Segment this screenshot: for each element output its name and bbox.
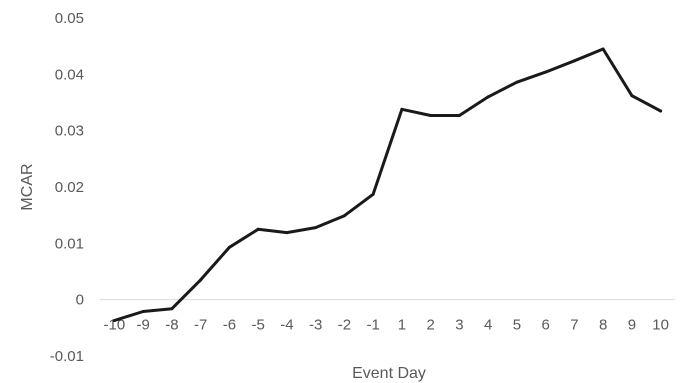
data-point: [457, 113, 461, 117]
x-tick-label: -10: [104, 317, 126, 334]
x-tick-label: 3: [455, 317, 463, 334]
data-point: [572, 59, 576, 63]
data-point: [170, 307, 174, 311]
y-axis-title: MCAR: [19, 163, 36, 210]
data-point: [601, 47, 605, 51]
x-tick-label: 10: [652, 317, 669, 334]
y-tick-label: 0.01: [55, 235, 84, 252]
data-point: [630, 94, 634, 98]
x-tick-label: -4: [280, 317, 293, 334]
x-tick-label: 7: [570, 317, 578, 334]
x-tick-label: -2: [338, 317, 351, 334]
x-tick-label: 8: [599, 317, 607, 334]
data-point: [400, 107, 404, 111]
x-tick-label: 6: [541, 317, 549, 334]
data-point: [659, 109, 663, 113]
y-tick-label: 0.05: [55, 10, 84, 27]
data-point: [515, 80, 519, 84]
data-point: [314, 226, 318, 230]
data-point: [486, 95, 490, 99]
x-tick-label: -9: [136, 317, 149, 334]
x-tick-label: 4: [484, 317, 492, 334]
x-tick-label: 2: [426, 317, 434, 334]
y-tick-label: -0.01: [50, 348, 84, 365]
series-line: [112, 47, 663, 322]
x-tick-label: -7: [194, 317, 207, 334]
x-axis-title: Event Day: [352, 365, 426, 382]
y-tick-label: 0: [76, 292, 84, 309]
x-tick-label: 5: [513, 317, 521, 334]
data-point: [112, 319, 116, 323]
y-axis-ticks: -0.01 0 0.01 0.02 0.03 0.04 0.05: [50, 10, 84, 365]
data-point: [544, 70, 548, 74]
x-tick-label: -1: [366, 317, 379, 334]
data-point: [256, 227, 260, 231]
series-points: [112, 47, 663, 323]
data-point: [227, 245, 231, 249]
y-tick-label: 0.04: [55, 66, 84, 83]
y-tick-label: 0.03: [55, 123, 84, 140]
data-point: [342, 214, 346, 218]
x-tick-label: -5: [251, 317, 264, 334]
x-tick-label: -8: [165, 317, 178, 334]
data-point: [371, 192, 375, 196]
x-axis-ticks: -10 -9 -8 -7 -6 -5 -4 -3 -2 -1 1 2 3 4 5 6 7 8 9 10: [104, 317, 669, 334]
x-tick-label: 9: [628, 317, 636, 334]
data-point: [429, 113, 433, 117]
data-point: [285, 231, 289, 235]
x-tick-label: -3: [309, 317, 322, 334]
data-point: [141, 309, 145, 313]
data-point: [199, 278, 203, 282]
x-tick-label: -6: [223, 317, 236, 334]
y-tick-label: 0.02: [55, 179, 84, 196]
x-tick-label: 1: [398, 317, 406, 334]
